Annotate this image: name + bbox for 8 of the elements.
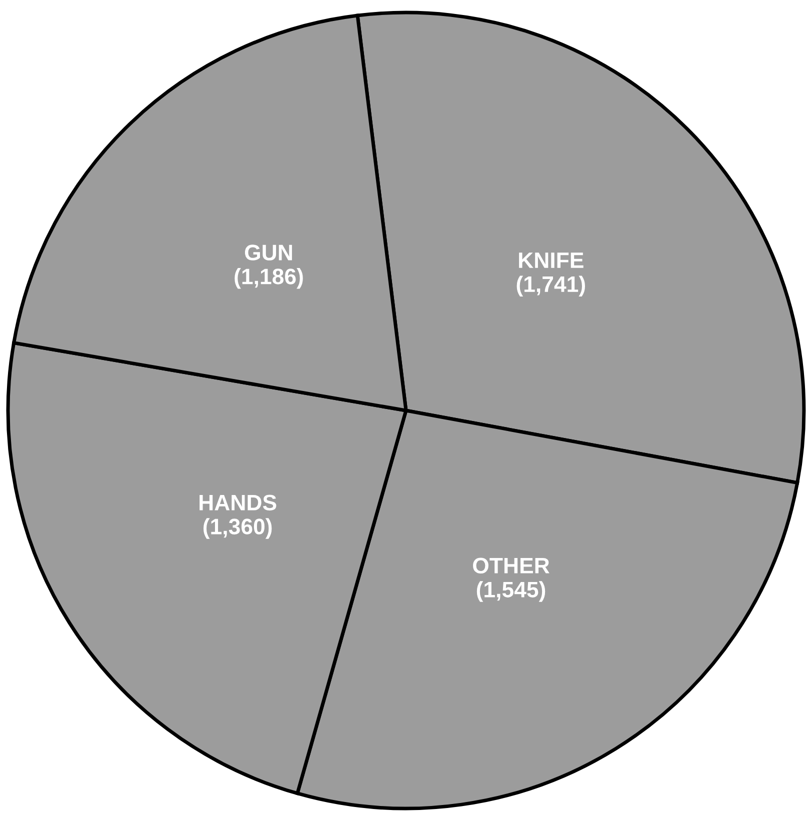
slice-label: HANDS	[200, 494, 276, 510]
slice-label: OTHER	[473, 558, 550, 574]
data-label: (1,186)	[234, 268, 303, 289]
data-label: (1,360)	[204, 518, 272, 539]
slice-label: GUN	[244, 244, 292, 260]
data-label: (1,545)	[476, 581, 546, 602]
data-label: (1,741)	[516, 276, 585, 296]
slice-label: KNIFE	[519, 252, 584, 268]
